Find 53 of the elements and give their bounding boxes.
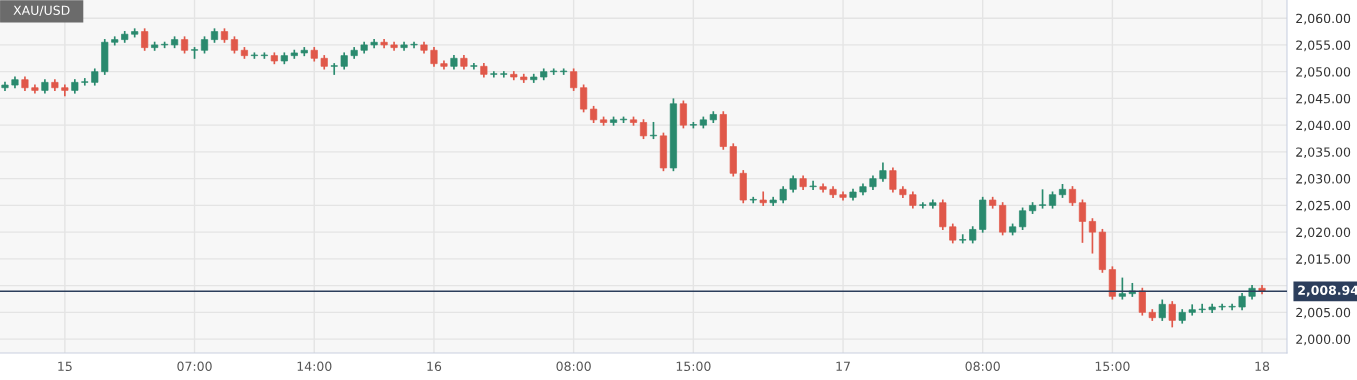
y-tick-label: 2,050.00 xyxy=(1296,67,1351,78)
x-tick-label: 15:00 xyxy=(1095,361,1130,372)
x-tick-label: 18 xyxy=(1255,361,1270,372)
y-tick-label: 2,055.00 xyxy=(1296,40,1351,52)
candlestick xyxy=(809,179,817,191)
candlestick xyxy=(490,70,498,79)
candlestick xyxy=(949,222,957,245)
candlestick xyxy=(1088,217,1096,255)
candlestick xyxy=(679,99,687,130)
candlestick xyxy=(500,70,508,79)
candlestick xyxy=(1019,206,1027,231)
x-tick-label: 15 xyxy=(58,361,72,372)
candlestick xyxy=(1158,298,1166,322)
x-tick-label: 08:00 xyxy=(556,361,591,372)
candlestick xyxy=(1168,300,1176,329)
y-tick-label: 2,025.00 xyxy=(1296,200,1351,212)
candlestick xyxy=(919,201,927,210)
x-tick-label: 14:00 xyxy=(297,361,332,372)
candlestick xyxy=(550,67,558,76)
y-tick-label: 2,020.00 xyxy=(1296,227,1351,239)
candlestick xyxy=(759,190,767,207)
candlestick xyxy=(570,67,578,92)
candlestick xyxy=(639,118,648,140)
candlestick xyxy=(1118,276,1126,301)
y-tick-label: 2,035.00 xyxy=(1296,147,1351,159)
candlestick xyxy=(560,67,568,76)
y-tick-label: 2,005.00 xyxy=(1296,307,1351,319)
candlestick xyxy=(470,62,478,71)
candlestick xyxy=(1039,188,1047,210)
candlestick xyxy=(580,83,588,114)
candlestick xyxy=(889,166,897,194)
candlestick xyxy=(879,161,887,183)
candlestick xyxy=(141,27,149,52)
y-tick-label: 2,000.00 xyxy=(1296,334,1351,346)
y-tick-label: 2,040.00 xyxy=(1296,120,1351,132)
candlestick xyxy=(1068,185,1077,207)
x-tick-label: 08:00 xyxy=(965,361,1000,372)
y-tick-label: 2,060.00 xyxy=(1296,13,1351,25)
candlestick xyxy=(330,62,338,76)
candlestick xyxy=(81,77,89,87)
x-tick-label: 15:00 xyxy=(676,361,711,372)
candlestick xyxy=(959,233,967,245)
y-tick-label: 2,045.00 xyxy=(1296,93,1351,105)
chart-title: XAU/USD xyxy=(13,5,70,16)
candlestick xyxy=(1138,286,1146,317)
candlestick xyxy=(1198,302,1206,314)
candlestick xyxy=(430,46,438,68)
x-tick-label: 17 xyxy=(836,361,850,371)
y-tick-label: 2,030.00 xyxy=(1296,174,1351,185)
x-tick-label: 16 xyxy=(427,361,442,372)
x-tick-label: 07:00 xyxy=(177,361,212,372)
candlestick xyxy=(1078,198,1086,244)
y-tick-label: 2,015.00 xyxy=(1296,254,1351,266)
